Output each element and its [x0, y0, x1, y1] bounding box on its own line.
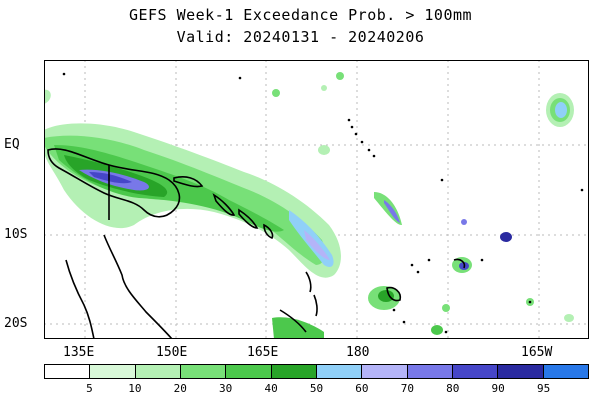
legend-tick-label: 20	[173, 382, 187, 395]
legend-swatch	[407, 365, 453, 378]
island-dots	[62, 72, 584, 334]
lon-label-150e: 150E	[156, 345, 188, 360]
probability-map	[44, 60, 589, 339]
legend-tick-label: 40	[264, 382, 278, 395]
map-title: GEFS Week-1 Exceedance Prob. > 100mm	[128, 6, 473, 24]
legend-tick-label: 80	[446, 382, 460, 395]
legend-swatch	[498, 365, 544, 378]
lat-label-eq: EQ	[4, 137, 20, 152]
legend-tick-label: 90	[491, 382, 505, 395]
lat-label-10s: 10S	[4, 227, 28, 242]
legend-swatch	[362, 365, 408, 378]
legend-swatch	[180, 365, 227, 378]
map-frame	[44, 60, 589, 339]
legend-swatch	[90, 365, 136, 378]
lon-label-180: 180	[346, 345, 370, 360]
lon-label-135e: 135E	[63, 345, 95, 360]
legend-swatch	[452, 365, 499, 378]
legend-swatch	[135, 365, 181, 378]
legend-swatch	[45, 365, 91, 378]
valid-date-range: Valid: 20240131 - 20240206	[176, 28, 425, 46]
lon-label-165e: 165E	[247, 345, 279, 360]
legend-tick-label: 30	[219, 382, 233, 395]
legend-tick-label: 5	[86, 382, 93, 395]
legend-swatch	[226, 365, 272, 378]
legend-swatch	[543, 365, 588, 378]
legend-tick-label: 10	[128, 382, 142, 395]
legend-tick-label: 50	[309, 382, 324, 395]
color-legend	[44, 364, 589, 379]
legend-swatch	[316, 365, 363, 378]
lon-label-165w: 165W	[521, 345, 553, 360]
legend-tick-label: 60	[355, 382, 369, 395]
coastlines	[47, 148, 466, 339]
probability-shading	[44, 72, 574, 339]
legend-tick-label: 95	[536, 382, 551, 395]
legend-swatch	[271, 365, 317, 378]
legend-tick-label: 70	[400, 382, 414, 395]
lat-label-20s: 20S	[4, 316, 28, 331]
